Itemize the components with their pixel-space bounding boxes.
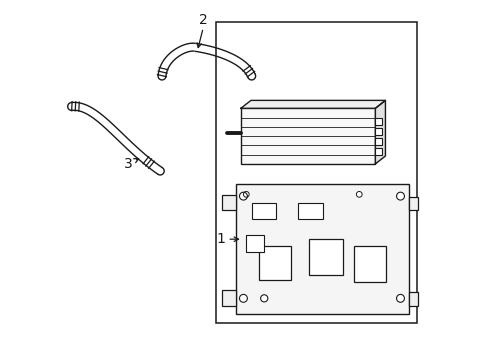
Bar	[215, 22, 416, 323]
Bar	[374, 129, 381, 135]
Bar	[258, 246, 290, 280]
Polygon shape	[375, 100, 385, 164]
Bar	[251, 203, 276, 220]
Bar	[298, 203, 322, 220]
Bar	[222, 195, 235, 211]
Text: 1: 1	[216, 232, 225, 246]
Text: 3: 3	[123, 157, 132, 171]
Circle shape	[243, 192, 249, 197]
Bar	[308, 239, 343, 275]
Bar	[374, 138, 381, 145]
Circle shape	[356, 192, 362, 197]
Circle shape	[260, 295, 267, 302]
Circle shape	[239, 294, 247, 302]
Circle shape	[239, 192, 247, 200]
Bar	[246, 235, 263, 252]
Bar	[374, 148, 381, 155]
Bar	[235, 184, 408, 315]
Circle shape	[396, 192, 404, 200]
Bar	[408, 292, 417, 306]
Bar	[353, 246, 386, 282]
Text: 2: 2	[199, 13, 207, 27]
Bar	[241, 108, 375, 164]
Polygon shape	[241, 100, 385, 108]
Bar	[222, 291, 235, 306]
Bar	[408, 197, 417, 211]
Bar	[374, 118, 381, 125]
Circle shape	[396, 294, 404, 302]
